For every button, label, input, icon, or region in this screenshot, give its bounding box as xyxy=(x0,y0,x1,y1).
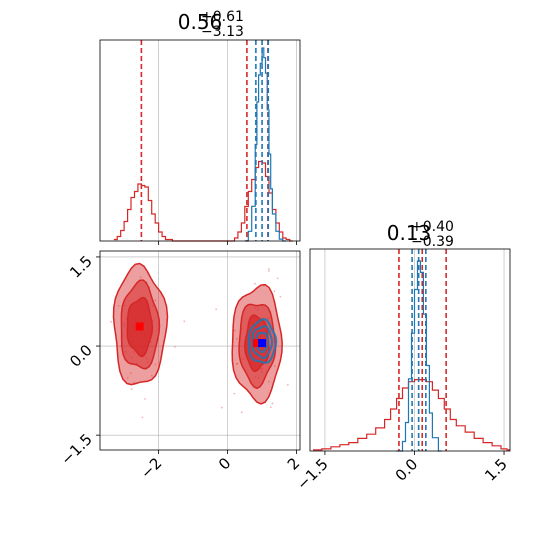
sample-point xyxy=(130,388,133,391)
sample-point xyxy=(273,365,276,368)
sample-point xyxy=(286,383,289,386)
sample-point xyxy=(289,247,291,249)
summary-lower-param2: −0.39 xyxy=(411,234,454,250)
sample-point xyxy=(139,276,142,279)
sample-point xyxy=(150,374,153,377)
sample-point xyxy=(154,299,157,302)
axes-frame-joint xyxy=(99,250,301,451)
sample-point xyxy=(254,282,256,285)
tick-label-param1: −2 xyxy=(137,454,165,482)
summary-value-param2: 0.13 xyxy=(387,221,432,245)
sample-point xyxy=(117,304,120,307)
marginal-histogram-param2: −1.5 0.0 1.5 0.13 +0.40 −0.39 xyxy=(293,219,511,494)
blue-contour-level xyxy=(247,317,278,364)
sample-point xyxy=(154,363,157,366)
red-mode-marker xyxy=(135,322,144,331)
blue-contour-level xyxy=(251,325,274,360)
sample-point xyxy=(269,406,272,409)
summary-title-param1: 0.56 xyxy=(178,10,223,34)
axes-frame-param2-hist xyxy=(309,248,511,452)
tick-label-param2-y: 0.0 xyxy=(66,341,96,371)
sample-point xyxy=(215,308,218,311)
sample-point xyxy=(233,392,236,395)
sample-point xyxy=(236,362,239,365)
blue-histogram-param1 xyxy=(244,47,286,242)
sample-point xyxy=(144,398,146,400)
sample-point xyxy=(183,320,186,323)
sample-point xyxy=(220,406,223,409)
sample-point xyxy=(118,247,120,249)
x-ticks-joint: −2 0 2 xyxy=(137,450,303,482)
sample-point xyxy=(234,329,236,332)
red-histogram-param2 xyxy=(313,379,510,451)
x-ticks-param1-hist xyxy=(158,241,297,245)
joint-contour-panel: −2 0 2 1.5 0.0 −1.5 xyxy=(57,225,304,482)
sample-point xyxy=(268,268,270,270)
sample-point xyxy=(240,411,243,414)
sample-point xyxy=(268,270,270,272)
sample-point xyxy=(276,277,279,280)
tick-label-param1: 2 xyxy=(284,454,303,473)
summary-title-param2: 0.13 xyxy=(387,221,432,245)
sample-point xyxy=(173,345,176,348)
tick-label-param2: 1.5 xyxy=(481,455,511,485)
summary-upper-param1: +0.61 xyxy=(201,9,244,25)
grid-param2-hist xyxy=(324,249,505,451)
mode-markers xyxy=(135,322,267,348)
tick-label-param2: 0.0 xyxy=(392,455,422,485)
sample-point xyxy=(273,290,276,293)
summary-upper-param2: +0.40 xyxy=(411,219,454,235)
sample-point xyxy=(161,244,163,246)
red-mode-marker xyxy=(252,339,261,348)
sample-point xyxy=(271,402,274,405)
y-ticks-joint: 1.5 0.0 −1.5 xyxy=(57,252,100,469)
tick-label-param2-y: 1.5 xyxy=(66,252,96,282)
sample-point xyxy=(129,372,132,374)
sample-point xyxy=(236,362,238,365)
sample-point xyxy=(141,416,144,419)
blue-mode-marker xyxy=(258,339,267,348)
tick-label-param2-y: −1.5 xyxy=(57,430,95,468)
sample-point xyxy=(279,295,282,298)
sample-point xyxy=(235,337,238,340)
sample-point xyxy=(155,225,157,227)
quantile-lines-param1 xyxy=(140,40,270,241)
summary-value-param1: 0.56 xyxy=(178,10,223,34)
grid-param1-hist xyxy=(158,40,297,241)
quantile-lines-param2 xyxy=(398,249,447,451)
sample-point xyxy=(110,320,112,323)
sample-point xyxy=(302,285,304,287)
summary-lower-param1: −3.13 xyxy=(201,24,244,40)
tick-label-param1: 0 xyxy=(215,454,234,473)
x-ticks-param2-hist: −1.5 0.0 1.5 xyxy=(293,451,511,494)
sample-point xyxy=(126,376,129,379)
marginal-histogram-param1: 0.56 +0.61 −3.13 xyxy=(99,9,301,245)
tick-label-param2: −1.5 xyxy=(293,455,331,493)
sample-point xyxy=(267,380,270,383)
axes-frame-param1-hist xyxy=(99,39,301,242)
